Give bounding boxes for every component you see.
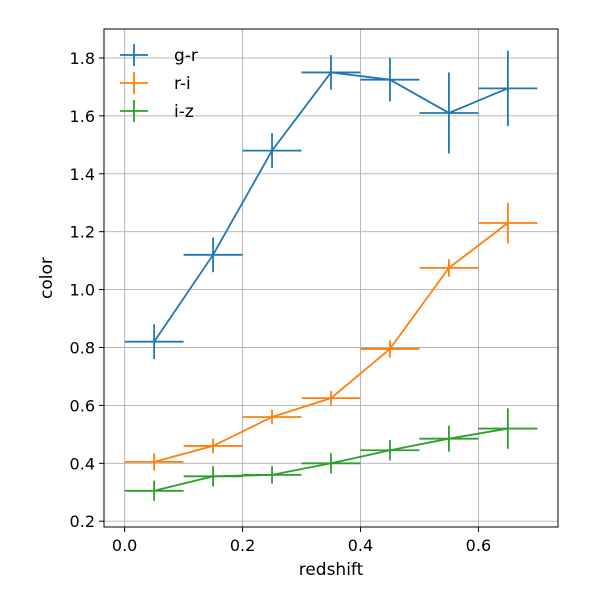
legend-label: i-z bbox=[174, 102, 194, 122]
y-tick-label: 1.0 bbox=[70, 281, 95, 300]
plot-frame bbox=[103, 28, 559, 528]
legend-label: r-i bbox=[174, 74, 191, 94]
y-tick-label: 1.2 bbox=[70, 223, 95, 242]
x-tick-label: 0.6 bbox=[466, 536, 491, 555]
x-axis-label: redshift bbox=[299, 560, 364, 580]
y-tick-label: 1.6 bbox=[70, 107, 95, 126]
legend-entry: g-r bbox=[120, 44, 198, 66]
grid bbox=[104, 29, 558, 527]
y-tick-label: 1.8 bbox=[70, 49, 95, 68]
y-tick-label: 0.6 bbox=[70, 396, 95, 415]
x-tick-label: 0.2 bbox=[230, 536, 255, 555]
legend-entry: i-z bbox=[120, 100, 194, 122]
y-axis-label: color bbox=[37, 257, 57, 299]
series-r-i bbox=[124, 202, 538, 471]
x-tick-label: 0.4 bbox=[348, 536, 373, 555]
y-tick-label: 0.4 bbox=[70, 454, 95, 473]
y-tick-label: 0.8 bbox=[70, 338, 95, 357]
legend-entry: r-i bbox=[120, 72, 191, 94]
legend-label: g-r bbox=[174, 46, 198, 66]
series-plot bbox=[124, 50, 538, 501]
axis-ticks: 0.0 0.2 0.4 0.6 0.2 0.4 0.6 0.8 1.0 1.2 1.4 1.6 1.8 bbox=[70, 49, 492, 555]
legend: g-r r-i i-z bbox=[120, 44, 198, 122]
y-tick-label: 0.2 bbox=[70, 512, 95, 531]
series-line bbox=[153, 222, 509, 463]
series-i-z bbox=[124, 408, 538, 501]
series-g-r bbox=[124, 50, 538, 360]
x-tick-label: 0.0 bbox=[112, 536, 137, 555]
y-tick-label: 1.4 bbox=[70, 165, 95, 184]
